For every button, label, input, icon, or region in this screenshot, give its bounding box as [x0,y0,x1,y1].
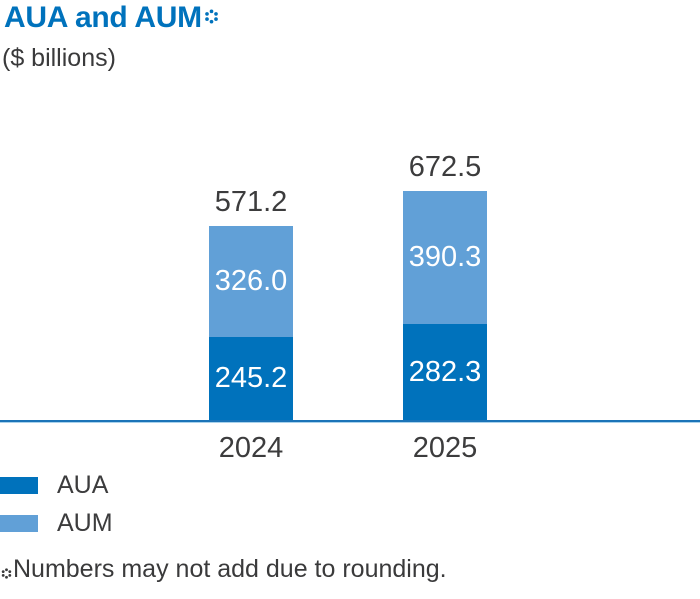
aua-value-2024: 245.2 [214,361,288,394]
x-tick-2025: 2025 [412,432,478,464]
aua-legend-label: AUA [57,470,109,499]
aum-segment-2024: 326.0 [209,225,293,337]
x-tick-2024: 2024 [218,432,284,464]
aua-swatch [0,476,38,494]
aum-swatch [0,514,38,532]
dotted-asterisk-icon [1,554,12,588]
legend: AUA AUM [0,471,113,537]
bar-2025: 672.5 390.3 282.3 [403,153,487,420]
footnote-text: Numbers may not add due to rounding. [13,555,447,583]
chart-title: AUA and AUM [4,2,219,34]
aua-value-2025: 282.3 [408,355,482,388]
aua-segment-2025: 282.3 [403,324,487,420]
total-label-2025: 672.5 [408,151,482,184]
stacked-bar-2025: 390.3 282.3 [403,191,487,420]
plot-area: 571.2 326.0 245.2 672.5 390.3 282.3 [0,153,700,423]
chart-title-text: AUA and AUM [4,1,202,34]
baseline-axis [0,420,700,423]
footnote: Numbers may not add due to rounding. [1,552,447,588]
aua-segment-2024: 245.2 [209,336,293,420]
aum-value-2025: 390.3 [408,241,482,274]
aum-value-2024: 326.0 [214,264,288,297]
legend-item-aua: AUA [0,471,113,499]
aum-segment-2025: 390.3 [403,191,487,324]
legend-item-aum: AUM [0,509,113,537]
aum-legend-label: AUM [57,508,113,537]
stacked-bar-2024: 326.0 245.2 [209,225,293,420]
total-label-2024: 571.2 [214,185,288,218]
bar-2024: 571.2 326.0 245.2 [209,185,293,420]
dotted-asterisk-icon [204,0,219,31]
chart-subtitle: ($ billions) [2,44,116,72]
